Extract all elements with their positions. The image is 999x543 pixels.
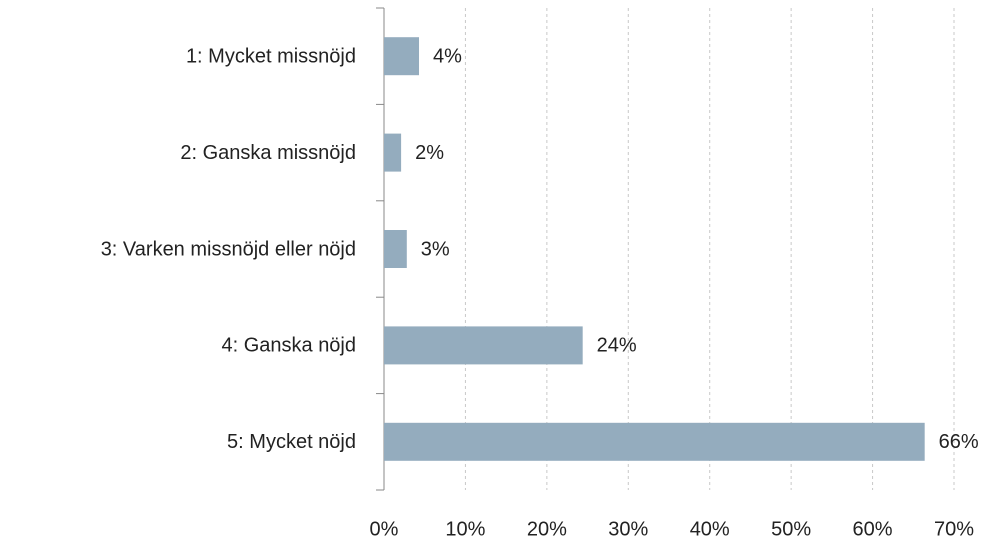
x-tick-label: 40% <box>690 518 730 540</box>
y-tick-label: 4: Ganska nöjd <box>221 335 356 357</box>
data-label: 4% <box>433 45 462 67</box>
x-tick-label: 0% <box>370 518 399 540</box>
x-tick-label: 60% <box>853 518 893 540</box>
data-label: 2% <box>415 142 444 164</box>
x-tick-label: 70% <box>934 518 974 540</box>
y-tick-label: 1: Mycket missnöjd <box>186 45 356 67</box>
bar <box>384 326 583 365</box>
x-tick-label: 10% <box>445 518 485 540</box>
bar <box>384 37 420 76</box>
x-tick-label: 20% <box>527 518 567 540</box>
bar <box>384 230 407 268</box>
data-label: 3% <box>421 238 450 260</box>
bar <box>384 133 402 172</box>
data-label: 66% <box>939 431 979 453</box>
y-tick-label: 2: Ganska missnöjd <box>180 142 356 164</box>
y-tick-label: 3: Varken missnöjd eller nöjd <box>101 238 356 260</box>
x-tick-label: 50% <box>771 518 811 540</box>
y-tick-label: 5: Mycket nöjd <box>227 431 356 453</box>
data-label: 24% <box>597 335 637 357</box>
bar <box>384 422 925 461</box>
x-tick-label: 30% <box>608 518 648 540</box>
